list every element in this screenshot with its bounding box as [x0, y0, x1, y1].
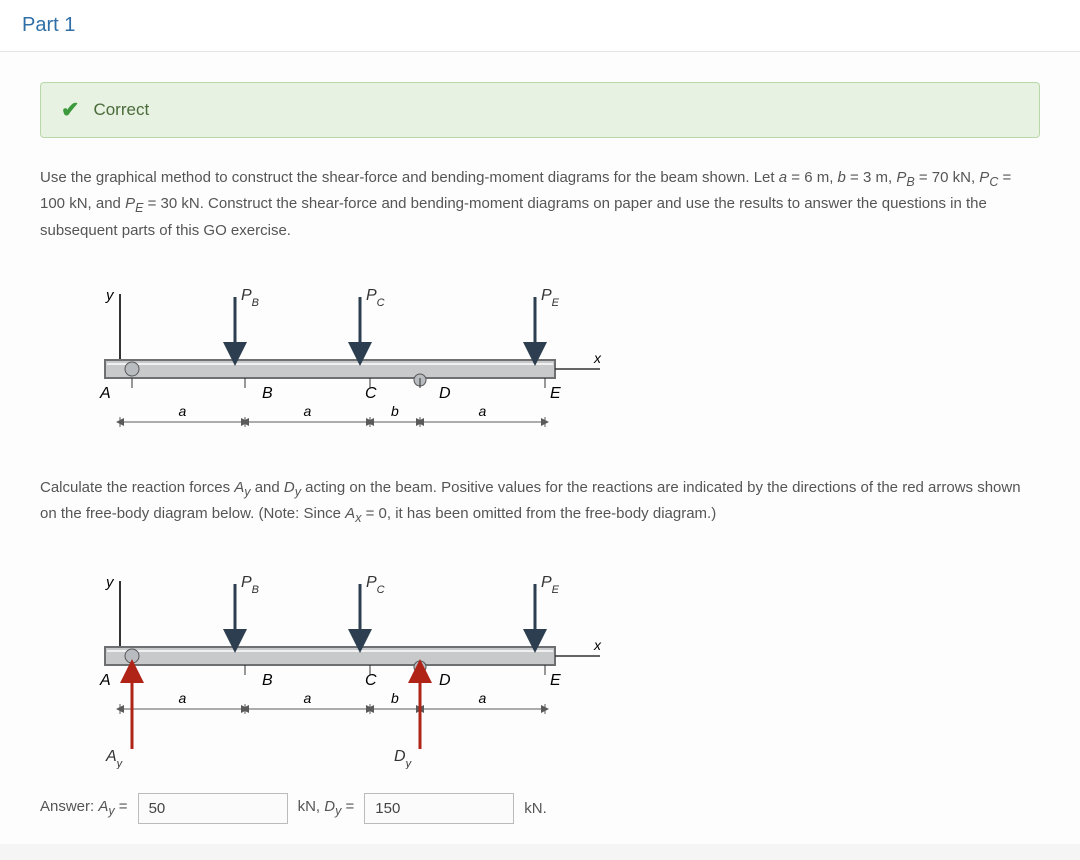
check-icon: ✔: [61, 97, 79, 123]
svg-text:Dy: Dy: [394, 748, 413, 769]
svg-text:A: A: [99, 385, 111, 402]
svg-text:a: a: [479, 403, 487, 419]
svg-text:B: B: [262, 385, 273, 402]
svg-text:Ay: Ay: [105, 748, 124, 769]
svg-text:A: A: [99, 672, 111, 689]
svg-text:D: D: [439, 385, 451, 402]
svg-text:E: E: [550, 385, 561, 402]
beam-figure-2: y x PB PC PE A B C D Ea a b a Ay Dy: [40, 549, 620, 769]
svg-text:PC: PC: [366, 287, 385, 309]
svg-text:PE: PE: [541, 574, 560, 596]
svg-text:PE: PE: [541, 287, 560, 309]
svg-text:C: C: [365, 385, 377, 402]
content-panel: ✔ Correct Use the graphical method to co…: [0, 52, 1080, 844]
dy-input[interactable]: [364, 793, 514, 824]
svg-text:y: y: [105, 287, 115, 304]
svg-text:y: y: [105, 574, 115, 591]
svg-text:PC: PC: [366, 574, 385, 596]
svg-text:E: E: [550, 672, 561, 689]
answer-suffix: kN.: [524, 800, 547, 817]
ay-input[interactable]: [138, 793, 288, 824]
correct-label: Correct: [93, 100, 149, 120]
svg-text:a: a: [304, 403, 312, 419]
svg-text:a: a: [304, 690, 312, 706]
svg-text:D: D: [439, 672, 451, 689]
svg-text:x: x: [593, 350, 602, 366]
answer-mid: kN, Dy =: [298, 798, 355, 818]
svg-text:x: x: [593, 637, 602, 653]
svg-text:b: b: [391, 690, 399, 706]
svg-text:PB: PB: [241, 574, 259, 596]
svg-text:b: b: [391, 403, 399, 419]
answer-prefix: Answer: Ay =: [40, 798, 128, 818]
part-header[interactable]: Part 1: [0, 0, 1080, 52]
answer-row: Answer: Ay = kN, Dy = kN.: [40, 793, 1040, 824]
svg-text:C: C: [365, 672, 377, 689]
part-title: Part 1: [22, 14, 75, 36]
beam-figure-1: y x PB PC PE A B C D Ea a b a: [40, 262, 620, 452]
svg-text:a: a: [179, 690, 187, 706]
svg-text:PB: PB: [241, 287, 259, 309]
problem-paragraph-2: Calculate the reaction forces Ay and Dy …: [40, 476, 1040, 529]
correct-banner: ✔ Correct: [40, 82, 1040, 138]
svg-text:a: a: [179, 403, 187, 419]
svg-text:a: a: [479, 690, 487, 706]
problem-paragraph-1: Use the graphical method to construct th…: [40, 166, 1040, 242]
svg-text:B: B: [262, 672, 273, 689]
